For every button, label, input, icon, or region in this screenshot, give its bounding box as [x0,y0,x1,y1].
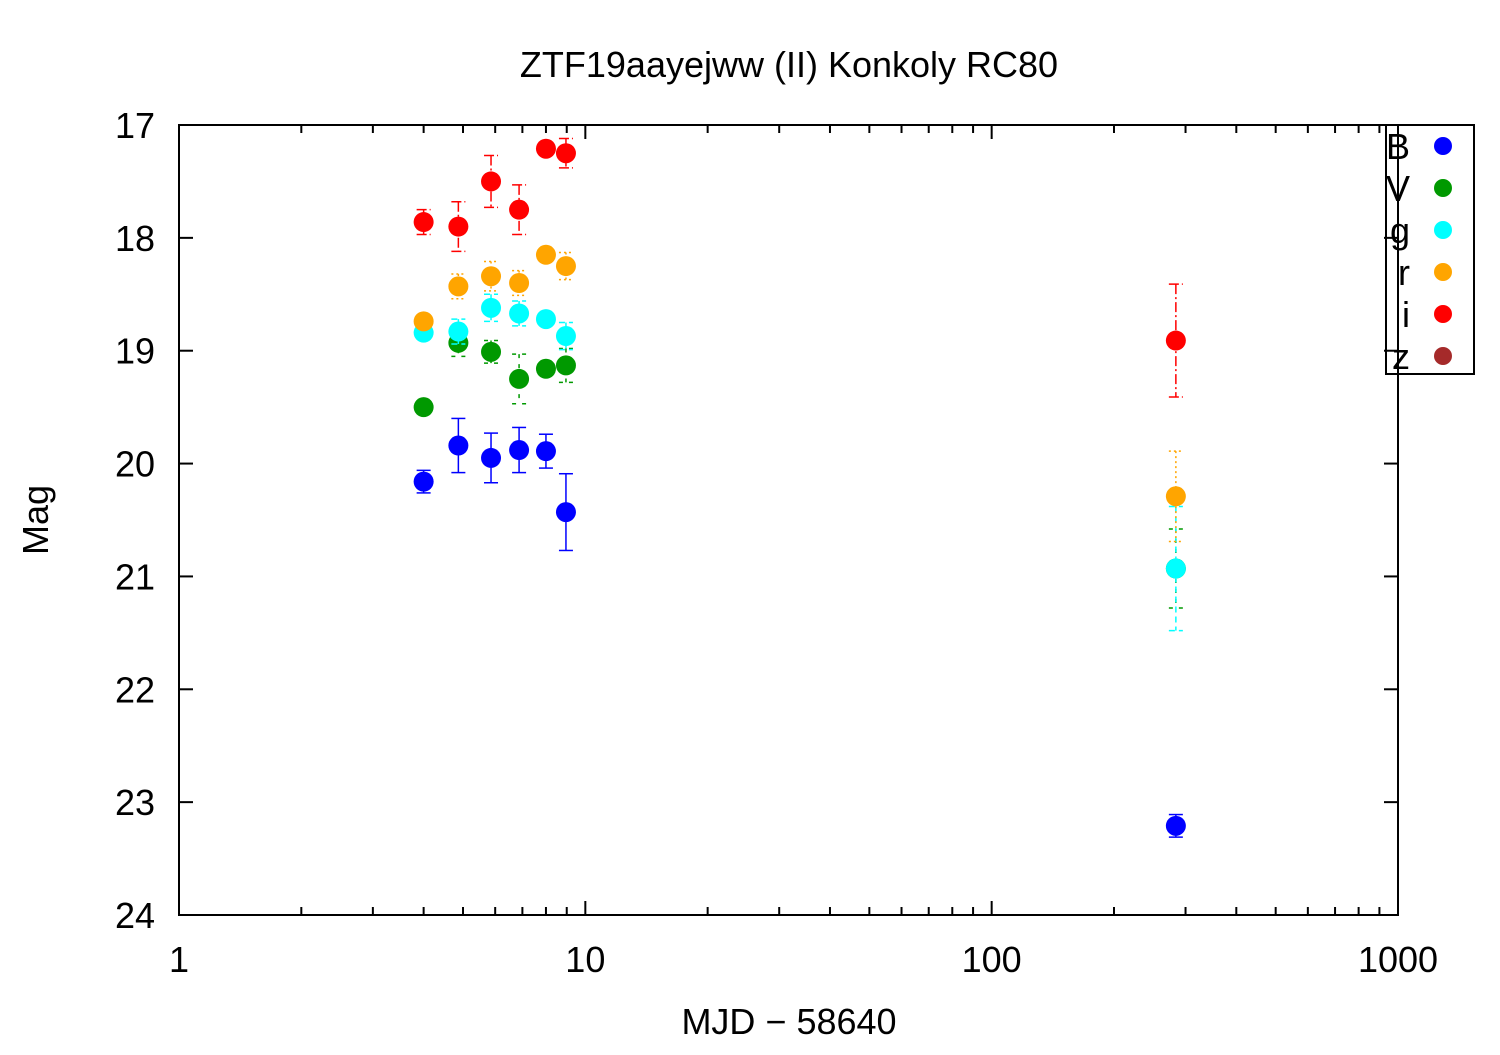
y-tick-label: 21 [115,556,155,597]
marker [1165,486,1186,507]
data-point-B [481,432,502,484]
y-tick-label: 17 [115,105,155,146]
x-tick-label: 1000 [1358,939,1438,980]
legend-marker-V [1434,179,1452,197]
marker [535,244,556,265]
legend-marker-z [1434,347,1452,365]
marker [1165,330,1186,351]
legend-label-z: z [1392,336,1410,377]
y-tick-label: 19 [115,331,155,372]
legend-marker-g [1434,221,1452,239]
marker [535,358,556,379]
marker [535,441,556,462]
data-point-V [555,347,576,384]
legend-label-B: B [1386,126,1410,167]
data-point-B [413,469,434,494]
data-point-g [448,318,469,345]
data-point-g [1165,505,1186,632]
data-point-r [509,269,530,297]
marker [555,256,576,277]
data-point-V [481,339,502,364]
marker [509,440,530,461]
legend-label-g: g [1390,210,1410,251]
marker [509,368,530,389]
data-point-i [509,184,530,236]
legend-marker-B [1434,137,1452,155]
y-tick-label: 20 [115,444,155,485]
data-point-r [535,244,556,265]
marker [448,216,469,237]
legend-label-V: V [1386,168,1410,209]
data-point-r [481,260,502,292]
data-point-g [555,321,576,351]
x-tick-label: 100 [962,939,1022,980]
marker [481,266,502,287]
data-point-g [481,293,502,323]
marker [481,341,502,362]
marker [1165,815,1186,836]
data-point-i [448,200,469,253]
x-tick-label: 1 [169,939,189,980]
marker [448,321,469,342]
legend-marker-i [1434,305,1452,323]
data-point-g [535,309,556,330]
data-point-B [1165,813,1186,838]
marker [481,297,502,318]
data-marks [413,137,1186,838]
data-point-B [555,472,576,552]
marker [413,397,434,418]
data-point-V [535,358,556,379]
marker [509,303,530,324]
y-axis-label: Mag [15,485,56,555]
y-tick-label: 24 [115,895,155,936]
legend-label-r: r [1398,252,1410,293]
data-point-r [448,273,469,300]
data-point-B [448,417,469,474]
marker [481,447,502,468]
data-point-r [413,311,434,332]
data-point-i [555,137,576,169]
data-point-V [509,353,530,405]
marker [448,276,469,297]
marker [509,199,530,220]
marker [535,309,556,330]
data-point-i [481,154,502,209]
y-tick-label: 18 [115,218,155,259]
marker [555,355,576,376]
x-axis-label: MJD − 58640 [681,1001,896,1042]
legend-marker-r [1434,263,1452,281]
legend-box [1385,124,1475,375]
data-point-i [413,208,434,236]
marker [555,143,576,164]
legend-label-i: i [1402,294,1410,335]
data-point-B [509,426,530,474]
marker [413,471,434,492]
marker [1165,558,1186,579]
data-point-i [1165,283,1186,398]
data-point-V [413,397,434,418]
marker [535,138,556,159]
marker [413,212,434,233]
y-tick-label: 23 [115,782,155,823]
marker [413,311,434,332]
data-point-g [509,300,530,327]
marker [555,502,576,523]
data-point-i [535,138,556,159]
chart-title: ZTF19aayejww (II) Konkoly RC80 [520,44,1058,85]
data-point-r [1165,450,1186,543]
marker [448,435,469,456]
marker [509,273,530,293]
x-tick-label: 10 [565,939,605,980]
plot-frame [178,124,1399,916]
marker [481,171,502,192]
y-tick-label: 22 [115,669,155,710]
data-point-B [535,433,556,469]
marker [555,326,576,347]
axis-ticks: 1 10 100 1000 17 18 19 20 21 22 23 24 [115,105,1438,980]
data-point-r [555,251,576,281]
